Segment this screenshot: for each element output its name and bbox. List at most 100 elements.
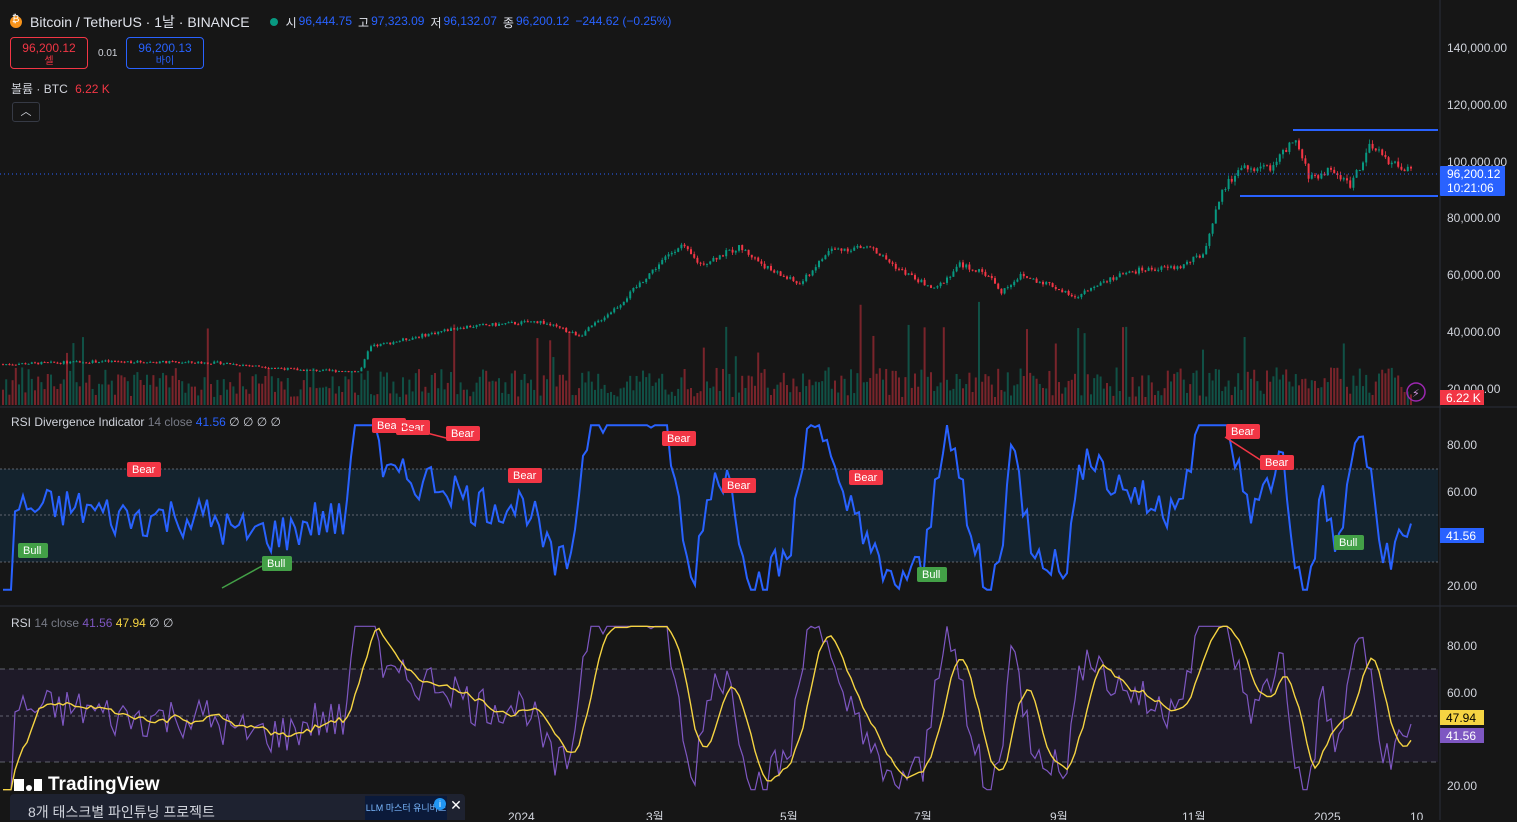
rsi-title: RSI	[11, 616, 32, 630]
bitcoin-icon	[10, 14, 22, 28]
bear-marker-label: Bear	[1265, 457, 1289, 469]
sell-label: 셀	[44, 56, 54, 67]
rsi-ma-badge-label: 47.94	[1446, 711, 1476, 725]
bull-marker-label: Bull	[922, 569, 940, 581]
rsi-badge-label: 41.56	[1446, 729, 1476, 743]
symbol-header[interactable]: Bitcoin / TetherUS · 1날 · BINANCE 시96,44…	[10, 12, 671, 32]
buy-button[interactable]: 96,200.13 바이	[126, 37, 204, 69]
rsi-tick: 80.00	[1447, 639, 1477, 653]
time-tick: 7월	[914, 810, 932, 820]
bull-marker	[262, 556, 292, 571]
bear-marker	[446, 426, 480, 441]
bear-marker	[508, 468, 542, 483]
close-label: 종	[502, 15, 514, 30]
rsi-tick: 20.00	[1447, 779, 1477, 793]
time-tick: 5월	[780, 810, 798, 820]
time-tick: 10	[1410, 810, 1424, 820]
rsi-div-tick: 80.00	[1447, 438, 1477, 452]
time-tick: 9월	[1050, 810, 1068, 820]
bull-marker	[1334, 535, 1364, 550]
volume-legend[interactable]: 볼륨 · BTC 6.22 K	[11, 80, 110, 97]
price-candles	[2, 138, 1412, 374]
bear-marker-label: Bear	[451, 428, 475, 440]
price-tick: 40,000.00	[1447, 325, 1501, 339]
bear-marker-label: Bear	[667, 433, 691, 445]
bear-divergence-line	[1224, 436, 1263, 462]
buy-label: 바이	[155, 56, 175, 67]
high-value: 97,323.09	[371, 13, 425, 28]
ad-text: 8개 태스크별 파인튜닝 프로젝트	[28, 804, 215, 820]
current-price-badge	[1440, 166, 1505, 196]
rsi-legend-value: 41.56	[82, 616, 113, 630]
rsi-legend-extra: ∅ ∅	[149, 616, 174, 630]
bear-marker	[1260, 455, 1294, 470]
rsi-div-legend[interactable]: RSI Divergence Indicator 14 close 41.56 …	[11, 415, 281, 429]
bull-marker-label: Bull	[23, 545, 41, 557]
lightning-icon[interactable]	[1406, 382, 1426, 402]
bear-divergence-line	[399, 425, 447, 439]
rsi-div-current-badge	[1440, 528, 1484, 543]
bull-marker-label: Bull	[1339, 537, 1357, 549]
time-tick: 11월	[1182, 810, 1206, 820]
sell-price: 96,200.12	[22, 41, 76, 55]
tradingview-logo[interactable]: TradingView	[14, 774, 160, 796]
tradingview-logo-text: TradingView	[48, 774, 160, 795]
rsi-div-legend-extra: ∅ ∅ ∅ ∅	[229, 415, 281, 429]
volume-badge-label: 6.22 K	[1446, 391, 1481, 405]
rsi-ma-line	[3, 625, 1412, 791]
bear-marker-label: Bear	[727, 480, 751, 492]
rsi-div-current-label: 41.56	[1446, 529, 1476, 543]
info-icon[interactable]: i	[434, 798, 446, 810]
time-tick: 3월	[646, 810, 664, 820]
rsi-div-legend-value: 41.56	[195, 415, 226, 429]
volume-badge	[1440, 390, 1484, 405]
price-tick: 120,000.00	[1447, 98, 1507, 112]
rsi-div-tick: 60.00	[1447, 485, 1477, 499]
ohlc-values: 시 96,444.75 고 97,323.09 저 96,132.07 종 96,200…	[286, 14, 672, 31]
change-value: −244.62 (−0.25%)	[575, 13, 672, 28]
ad-banner[interactable]: 8개 태스크별 파인튜닝 프로젝트 LLM 마스터 유니버스 i ✕	[10, 794, 465, 820]
bear-marker-label: Bear	[132, 464, 156, 476]
high-label: 고	[358, 15, 370, 30]
time-tick: 2024	[508, 810, 535, 820]
bear-marker-label: Bear	[377, 420, 401, 432]
rsi-div-title: RSI Divergence Indicator	[11, 415, 145, 429]
price-tick: 140,000.00	[1447, 41, 1507, 55]
price-tick: 80,000.00	[1447, 211, 1501, 225]
low-value: 96,132.07	[443, 13, 497, 28]
sell-button[interactable]: 96,200.12 셀	[10, 37, 88, 69]
rsi-tick: 60.00	[1447, 686, 1477, 700]
tradingview-mark-icon	[14, 779, 42, 791]
symbol-title[interactable]: Bitcoin / TetherUS · 1날 · BINANCE	[30, 14, 250, 30]
volume-bars	[2, 301, 1412, 405]
open-value: 96,444.75	[298, 13, 353, 28]
close-icon[interactable]: ✕	[450, 797, 462, 813]
price-tick: 60,000.00	[1447, 268, 1501, 282]
low-label: 저	[430, 15, 442, 30]
bull-marker-label: Bull	[267, 558, 285, 570]
lightning-glyph: ⚡	[1412, 388, 1420, 400]
chevron-up-icon[interactable]: ︿	[12, 102, 40, 122]
spread-value: 0.01	[98, 48, 118, 59]
countdown-label: 10:21:06	[1447, 181, 1494, 195]
bull-marker	[18, 543, 48, 558]
market-open-icon	[269, 18, 278, 26]
price-tick: 100,000.00	[1447, 155, 1507, 169]
time-tick: 2025	[1314, 810, 1341, 820]
bear-marker	[127, 462, 161, 477]
bull-marker	[917, 567, 947, 582]
bear-marker	[849, 470, 883, 485]
buy-price: 96,200.13	[138, 41, 192, 55]
open-label: 시	[285, 15, 297, 30]
rsi-params: 14 close	[34, 616, 80, 630]
rsi-legend[interactable]: RSI 14 close 41.56 47.94 ∅ ∅	[11, 616, 173, 630]
close-value: 96,200.12	[515, 13, 570, 28]
ad-image[interactable]: LLM 마스터 유니버스	[365, 796, 447, 820]
bear-marker	[1226, 424, 1260, 439]
volume-value: 6.22 K	[75, 82, 110, 96]
rsi-badge	[1440, 728, 1484, 743]
bear-marker-label: Bear	[854, 472, 878, 484]
rsi-divergence-line	[3, 423, 1412, 591]
